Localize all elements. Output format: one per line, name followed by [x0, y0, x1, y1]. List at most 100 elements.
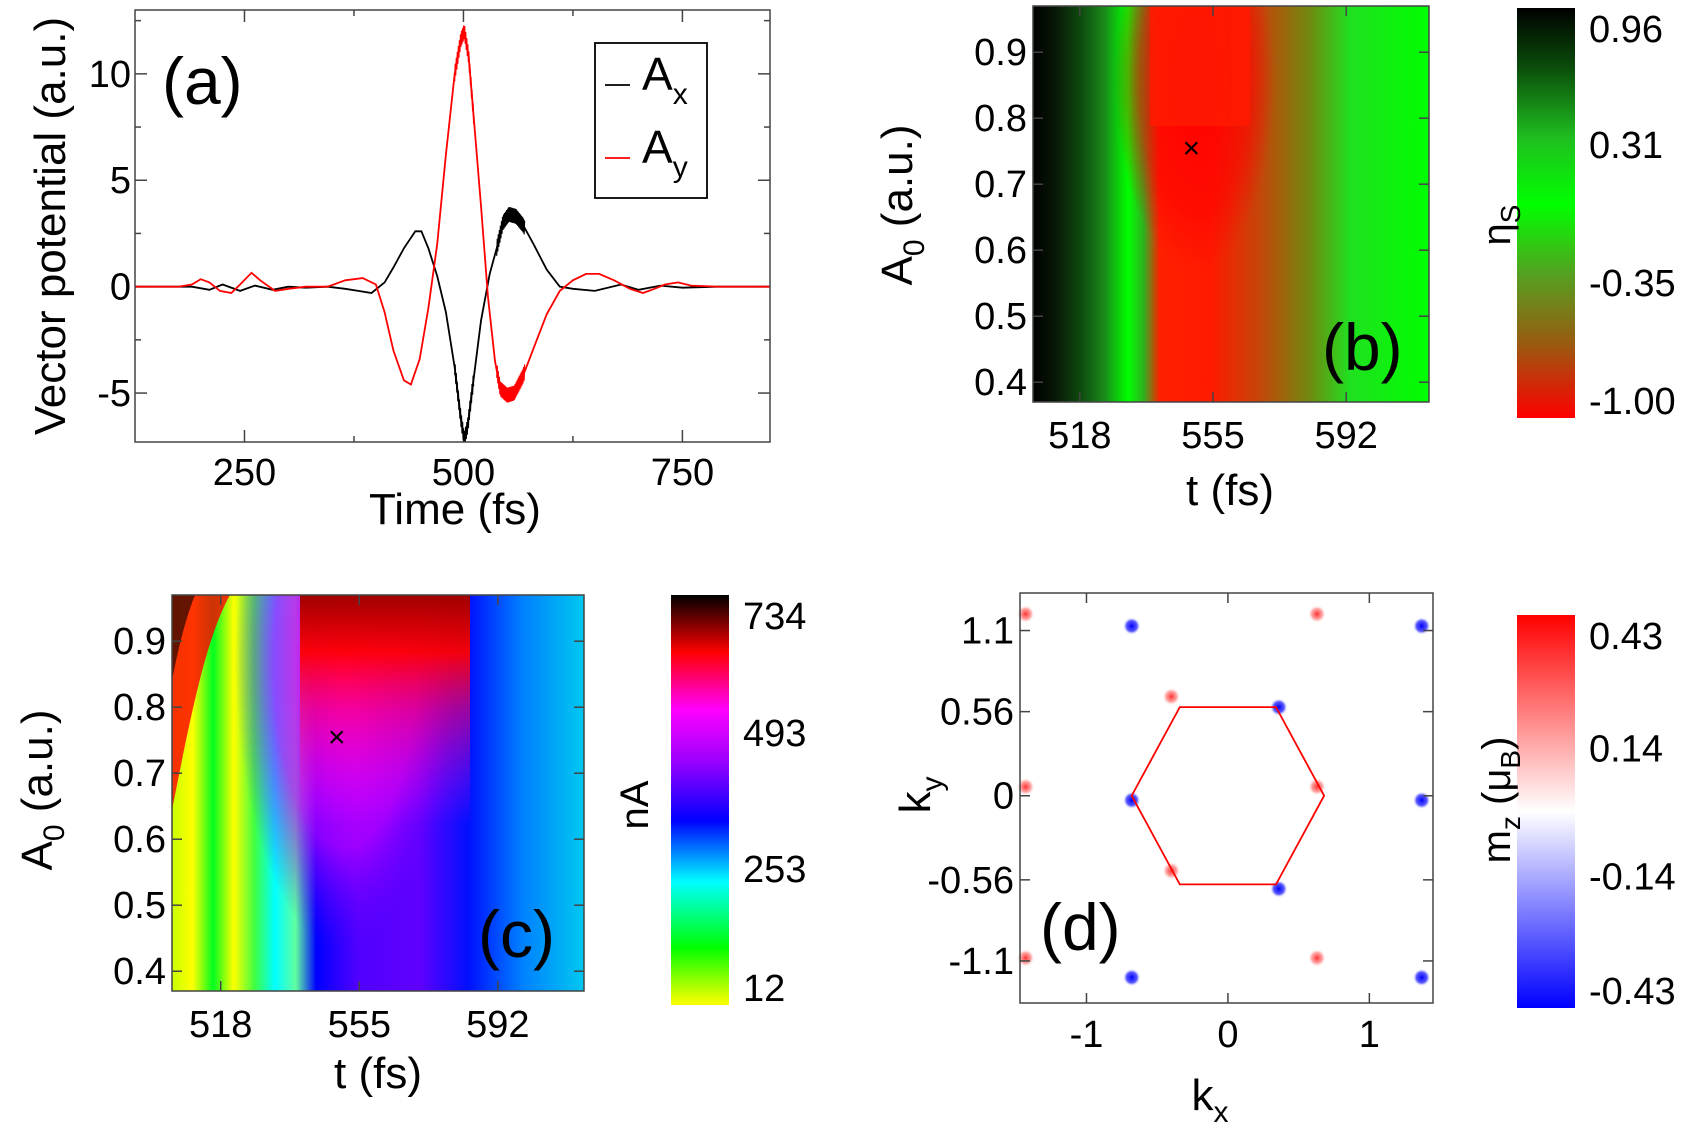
colorbar-b-label: ηS	[1475, 205, 1526, 246]
panel-b-ylabel-tail: (a.u.)	[873, 125, 922, 240]
panel-c-y-axis-label: A0 (a.u.)	[13, 710, 71, 871]
heatmap-c-left-red	[172, 595, 230, 810]
colorbar-d-label-main: m	[1475, 830, 1519, 863]
brillouin-zone-hexagon	[1130, 706, 1326, 886]
c-cbtick-label: 493	[743, 713, 806, 755]
panel-c-x-tick-labels: 518 555 592	[189, 1004, 530, 1046]
panel-d-ylabel-sub: y	[916, 777, 949, 792]
panel-b-y-axis-label: A0 (a.u.)	[873, 125, 931, 286]
panel-d-y-axis-label: ky	[891, 777, 949, 814]
heatmap-b	[1033, 6, 1429, 402]
heatmap-c-left-dark	[172, 595, 195, 680]
panel-d-xlabel-main: k	[1192, 1071, 1215, 1120]
panel-b: 518 555 592 0.4 0.5 0.6 0.7 0.8 0.9 × (b) t (fs…	[873, 5, 1676, 515]
panel-d-label: (d)	[1040, 890, 1121, 964]
colorbar-d-label-sub1: z	[1495, 816, 1526, 830]
panel-b-x-tick-labels: 518 555 592	[1048, 415, 1378, 457]
point-blue-13	[1122, 968, 1141, 987]
d-cbtick-label: -0.14	[1589, 856, 1676, 898]
legend-Ay-sub: y	[673, 151, 688, 184]
d-cbtick-label: 0.14	[1589, 729, 1663, 771]
point-red-12	[1016, 948, 1035, 967]
a-xtick-label: 500	[432, 452, 495, 494]
colorbar-d-label-end: )	[1475, 737, 1519, 750]
panel-c-y-tick-labels: 0.4 0.5 0.6 0.7 0.8 0.9	[113, 621, 166, 993]
panel-d-x-axis-label: kx	[1192, 1071, 1229, 1125]
b-cbtick-label: -1.00	[1589, 381, 1676, 423]
point-red-2	[1308, 605, 1327, 624]
colorbar-c-label: nA	[613, 780, 657, 829]
panel-c-ylabel-sub: 0	[38, 824, 71, 841]
a-ytick-label: -5	[97, 373, 131, 415]
legend-Ax-main: A	[642, 48, 673, 100]
colorbar-d-ticks: 0.43 0.14 -0.14 -0.43	[1589, 616, 1676, 1013]
colorbar-d	[1517, 615, 1575, 1008]
a-ytick-label: 0	[110, 267, 131, 309]
point-red-10	[1162, 861, 1181, 880]
b-xtick-label: 555	[1181, 415, 1244, 457]
b-cbtick-label: -0.35	[1589, 263, 1676, 305]
panel-a-y-axis-label: Vector potential (a.u.)	[26, 17, 75, 435]
panel-c-ylabel-tail: (a.u.)	[13, 710, 62, 825]
a-ytick-label: 5	[110, 160, 131, 202]
panel-d-background	[1020, 593, 1433, 1003]
legend: Ax Ay	[594, 42, 708, 199]
panel-c-frame	[171, 594, 585, 992]
point-blue-11	[1269, 879, 1288, 898]
panel-c: 518 555 592 0.4 0.5 0.6 0.7 0.8 0.9 × (c) t (fs…	[13, 594, 806, 1098]
d-cbtick-label: -0.43	[1589, 971, 1676, 1013]
c-cbtick-label: 253	[743, 849, 806, 891]
point-blue-1	[1122, 617, 1141, 636]
legend-entry-Ay: Ay	[642, 121, 688, 184]
series-line-Ay	[135, 28, 770, 397]
b-ytick-label: 0.4	[974, 362, 1027, 404]
heatmap-b-red-top	[1150, 6, 1250, 126]
panel-a-y-tick-labels: -5 0 5 10	[89, 54, 131, 415]
point-blue-15	[1412, 968, 1431, 987]
d-ytick-label: 0.56	[940, 692, 1014, 734]
b-ytick-label: 0.6	[974, 230, 1027, 272]
legend-entry-Ax: Ax	[642, 48, 688, 111]
b-xtick-label: 592	[1314, 415, 1377, 457]
d-ytick-label: -1.1	[949, 941, 1014, 983]
colorbar-d-label-sub2: B	[1495, 750, 1526, 769]
oscillation-A_x-0	[454, 364, 475, 442]
c-ytick-label: 0.6	[113, 819, 166, 861]
colorbar-d-label-mid: (μ	[1475, 769, 1519, 816]
panel-b-x-axis-label: t (fs)	[1186, 466, 1274, 515]
panel-b-frame	[1032, 5, 1430, 403]
colorbar-b-label-sub: S	[1495, 205, 1526, 224]
c-cbtick-label: 734	[743, 596, 806, 638]
colorbar-c-ticks: 734 493 253 12	[743, 596, 806, 1010]
panel-a-x-tick-labels: 250 500 750	[213, 452, 714, 494]
panel-a-frame	[134, 9, 771, 443]
point-red-6	[1016, 777, 1035, 796]
panel-c-marker: ×	[328, 721, 346, 754]
d-ytick-label: 1.1	[961, 611, 1014, 653]
panel-b-ylabel-main: A	[873, 255, 922, 285]
d-ytick-label: -0.56	[927, 860, 1014, 902]
c-ytick-label: 0.4	[113, 951, 166, 993]
heatmap-c	[172, 595, 584, 991]
heatmap-c-red-top	[300, 595, 470, 825]
d-ytick-label: 0	[993, 776, 1014, 818]
d-cbtick-label: 0.43	[1589, 616, 1663, 658]
panel-d-y-tick-labels: 1.1 0.56 0 -0.56 -1.1	[927, 611, 1014, 983]
c-ytick-label: 0.9	[113, 621, 166, 663]
d-xtick-label: 1	[1359, 1014, 1380, 1056]
d-xtick-label: -1	[1070, 1014, 1104, 1056]
colorbar-b	[1517, 8, 1575, 418]
a-xtick-label: 250	[213, 452, 276, 494]
d-xtick-label: 0	[1217, 1014, 1238, 1056]
panel-b-ylabel-sub: 0	[898, 239, 931, 256]
b-cbtick-label: 0.31	[1589, 125, 1663, 167]
b-xtick-label: 518	[1048, 415, 1111, 457]
colorbar-b-ticks: 0.96 0.31 -0.35 -1.00	[1589, 9, 1676, 423]
b-ytick-label: 0.8	[974, 98, 1027, 140]
panel-c-tick-marks	[172, 595, 584, 991]
legend-box	[594, 42, 708, 199]
panel-d-xlabel-sub: x	[1214, 1096, 1229, 1125]
c-cbtick-label: 12	[743, 968, 785, 1010]
c-xtick-label: 555	[328, 1004, 391, 1046]
